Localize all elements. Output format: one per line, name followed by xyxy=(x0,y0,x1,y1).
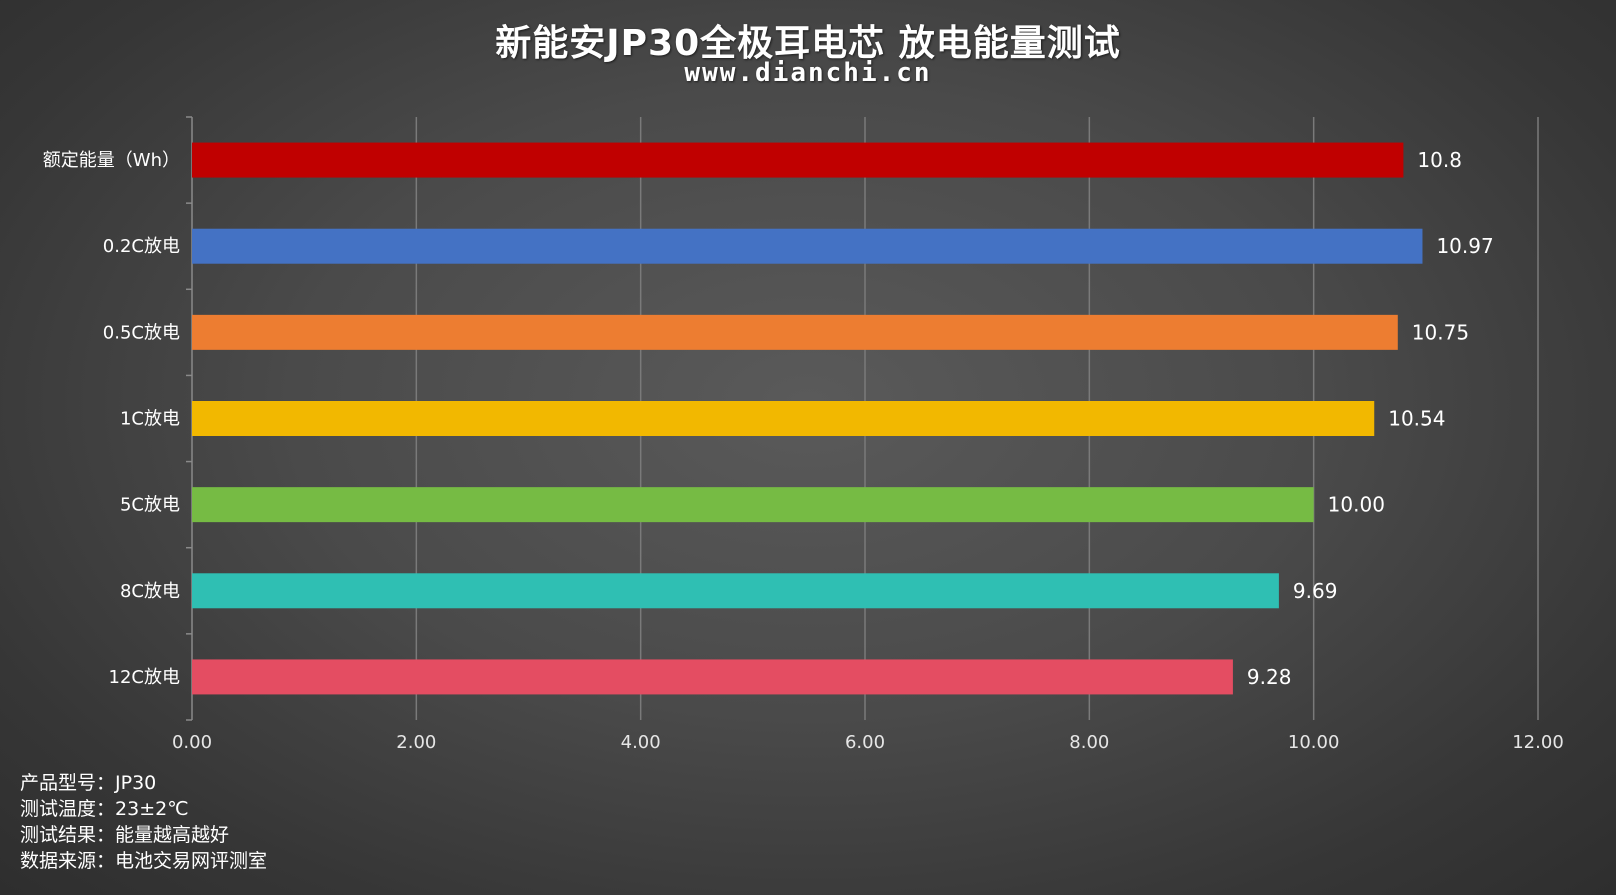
value-label: 10.54 xyxy=(1388,407,1445,431)
x-tick-label: 10.00 xyxy=(1288,732,1340,753)
note-source: 数据来源：电池交易网评测室 xyxy=(20,850,268,872)
bar xyxy=(192,142,1404,178)
value-label: 10.75 xyxy=(1412,320,1469,344)
chart-title: 新能安JP30全极耳电芯 放电能量测试 xyxy=(495,23,1121,64)
x-tick-labels: 0.00 2.00 4.00 6.00 8.00 10.00 12.00 xyxy=(172,732,1564,753)
category-labels: 额定能量（Wh） 0.2C放电 0.5C放电 1C放电 5C放电 8C放电 12C放电 xyxy=(43,150,180,688)
x-tick-label: 4.00 xyxy=(621,732,661,753)
bar xyxy=(192,314,1398,350)
category-label: 12C放电 xyxy=(109,667,180,688)
x-tick-label: 6.00 xyxy=(845,732,885,753)
bar xyxy=(192,659,1233,695)
category-label: 8C放电 xyxy=(120,581,180,602)
test-notes: 产品型号：JP30 测试温度：23±2℃ 测试结果：能量越高越好 数据来源：电池… xyxy=(20,770,267,874)
bar xyxy=(192,228,1423,264)
value-label: 9.69 xyxy=(1293,579,1338,603)
value-labels: 10.8 10.97 10.75 10.54 10.00 9.69 9.28 xyxy=(1247,148,1494,689)
x-tick-label: 0.00 xyxy=(172,732,212,753)
bar xyxy=(192,487,1314,523)
x-tick-label: 8.00 xyxy=(1069,732,1109,753)
bars xyxy=(192,142,1423,695)
category-label: 0.2C放电 xyxy=(103,236,180,257)
note-result: 测试结果：能量越高越好 xyxy=(20,824,230,846)
value-label: 10.8 xyxy=(1417,148,1462,172)
bar xyxy=(192,401,1375,436)
note-temperature: 测试温度：23±2℃ xyxy=(20,798,189,820)
value-label: 10.97 xyxy=(1436,234,1493,258)
value-label: 10.00 xyxy=(1328,493,1385,517)
chart-subtitle: www.dianchi.cn xyxy=(684,58,932,88)
category-label: 额定能量（Wh） xyxy=(43,150,180,171)
note-model: 产品型号：JP30 xyxy=(20,772,157,794)
category-label: 0.5C放电 xyxy=(103,322,180,343)
x-tick-label: 12.00 xyxy=(1512,732,1564,753)
category-label: 1C放电 xyxy=(120,409,180,430)
category-label: 5C放电 xyxy=(120,495,180,516)
bar xyxy=(192,573,1279,609)
value-label: 9.28 xyxy=(1247,665,1292,689)
category-axis xyxy=(186,116,193,721)
x-tick-label: 2.00 xyxy=(396,732,436,753)
